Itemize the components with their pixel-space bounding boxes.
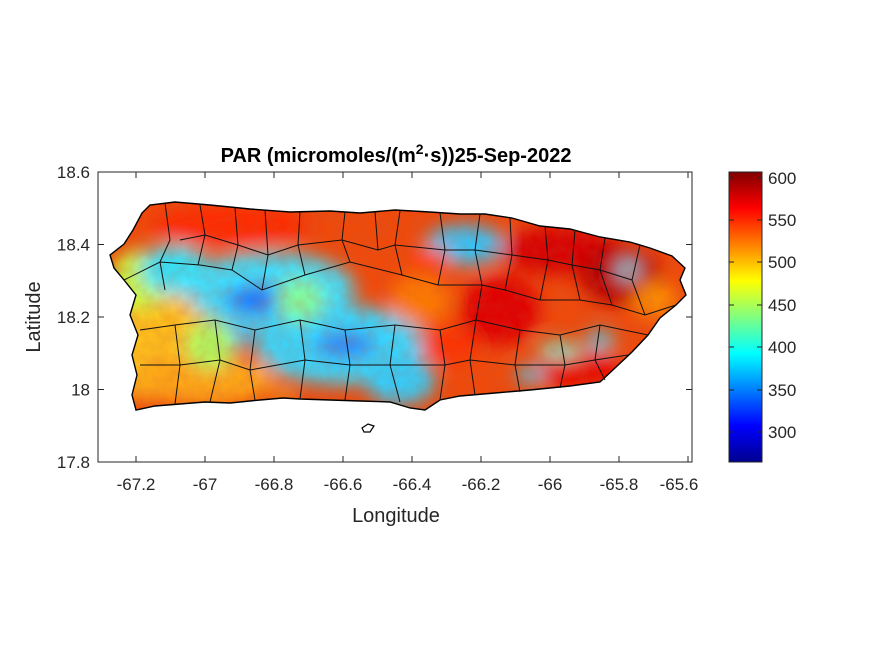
x-tick-label: -65.6 [660, 475, 699, 494]
x-tick-label: -65.8 [600, 475, 639, 494]
x-tick-label: -66.4 [393, 475, 432, 494]
municipal-boundaries [123, 202, 677, 405]
colorbar-tick-label: 450 [768, 296, 796, 315]
y-tick-label: 17.8 [57, 453, 90, 472]
colorbar-tick-marks [729, 177, 762, 433]
y-tick-label: 18 [71, 381, 90, 400]
par-field [110, 202, 686, 410]
colorbar-tick-label: 300 [768, 423, 796, 442]
x-tick-label: -66.2 [462, 475, 501, 494]
x-tick-marks [135, 172, 689, 462]
colorbar-tick-label: 400 [768, 338, 796, 357]
y-axis-label: Latitude [23, 281, 45, 352]
x-tick-label: -67 [193, 475, 218, 494]
y-tick-label: 18.2 [57, 308, 90, 327]
y-tick-marks [98, 171, 692, 463]
small-island [361, 423, 375, 433]
colorbar-tick-label: 350 [768, 381, 796, 400]
title-superscript: 2 [416, 141, 424, 157]
y-tick-label: 18.6 [57, 163, 90, 182]
chart-title: PAR (micromoles/(m2·s))25-Sep-2022 [221, 141, 572, 167]
x-tick-label: -66.6 [324, 475, 363, 494]
colorbar-tick-label: 600 [768, 169, 796, 188]
colorbar-tick-label: 550 [768, 211, 796, 230]
x-axis-label: Longitude [352, 505, 440, 527]
x-tick-label: -66 [538, 475, 563, 494]
colorbar [728, 171, 763, 463]
y-tick-label: 18.4 [57, 236, 90, 255]
title-prefix: PAR (micromoles/(m [221, 145, 416, 167]
title-suffix: ·s))25-Sep-2022 [424, 145, 572, 167]
x-tick-label: -66.8 [255, 475, 294, 494]
colorbar-tick-label: 500 [768, 253, 796, 272]
x-tick-label: -67.2 [117, 475, 156, 494]
